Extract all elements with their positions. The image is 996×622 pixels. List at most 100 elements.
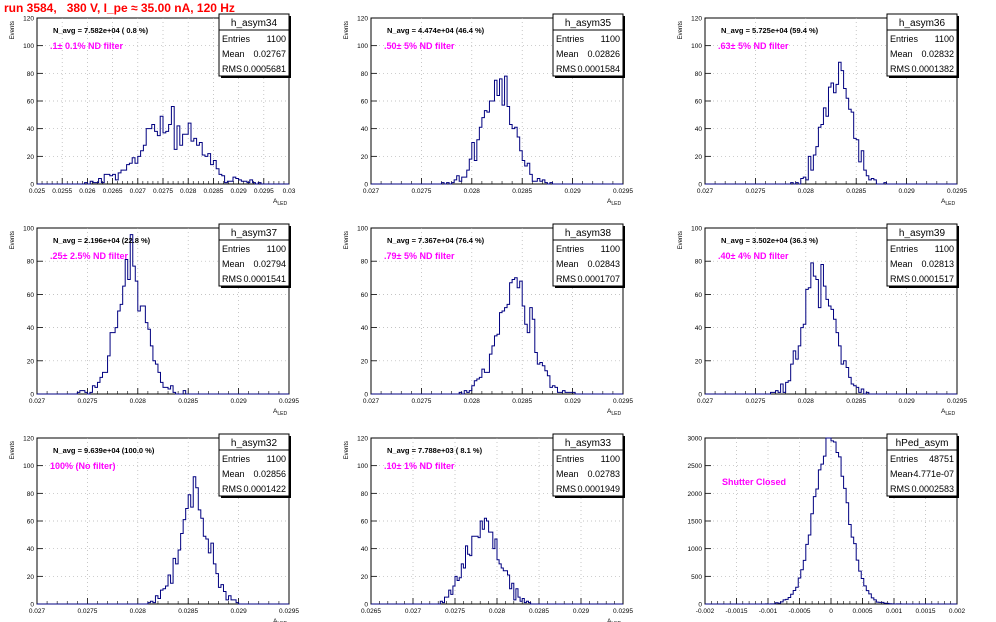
stat-label: Entries — [890, 34, 919, 44]
histogram-panel-h_asym36: 0.027 0.0275 0.028 0.0285 0.029 0.0295 0 20 40 60… — [678, 13, 967, 207]
y-tick-label: 100 — [357, 43, 368, 50]
stat-value: 1100 — [935, 34, 954, 44]
histogram-panel-h_asym34: 0.025 0.0255 0.026 0.0265 0.027 0.0275 0.028 0.… — [10, 13, 296, 207]
stat-label: Mean — [556, 49, 579, 59]
stat-label: Entries — [222, 34, 251, 44]
y-tick-label: 0 — [30, 602, 34, 609]
y-tick-label: 20 — [695, 358, 703, 365]
y-axis: 0 20 40 60 80 100 120 — [23, 16, 289, 189]
stats-box: h_asym34 Entries 1100 Mean 0.02767 RMS 0.00056… — [218, 13, 291, 78]
y-tick-label: 100 — [691, 226, 702, 233]
stats-box-frame — [218, 223, 290, 287]
histogram-panel-h_asym33: 0.0265 0.027 0.0275 0.028 0.0285 0.029 0.02950… — [344, 433, 633, 622]
stat-value: -4.771e-07 — [910, 469, 954, 479]
x-tick-label: 0.029 — [230, 608, 247, 615]
navg-label: N_avg = 7.788e+03 ( 8.1 %) — [387, 446, 483, 455]
histogram-line — [37, 106, 289, 185]
histogram-line — [37, 476, 289, 605]
histogram-line — [37, 234, 289, 395]
histogram-line — [371, 517, 623, 605]
stat-label: Mean — [890, 49, 913, 59]
x-axis: 0.025 0.0255 0.026 0.0265 0.027 0.0275 0.028 0.… — [29, 18, 296, 195]
navg-label: N_avg = 7.582e+04 ( 0.8 %) — [53, 26, 149, 35]
y-tick-label: 120 — [691, 16, 702, 23]
x-tick-label: 0.0275 — [745, 398, 765, 405]
x-tick-label: 0.001 — [886, 608, 903, 615]
x-axis-title: ALED — [607, 408, 621, 417]
x-tick-label: 0.026 — [79, 188, 96, 195]
histogram-name: h_asym38 — [565, 228, 612, 239]
x-tick-label: 0.027 — [29, 398, 46, 405]
navg-label: N_avg = 7.367e+04 (76.4 %) — [387, 236, 485, 245]
y-tick-label: 120 — [23, 16, 34, 23]
x-tick-label: 0.0255 — [52, 188, 72, 195]
stats-box-frame — [886, 433, 958, 497]
filter-label: Shutter Closed — [722, 477, 786, 487]
stat-label: Mean — [222, 469, 245, 479]
y-tick-label: 100 — [23, 226, 34, 233]
stat-label: RMS — [222, 484, 242, 494]
y-axis-title: Events — [344, 441, 350, 459]
stat-value: 0.0005681 — [243, 64, 286, 74]
y-tick-label: 20 — [27, 574, 35, 581]
y-tick-label: 0 — [698, 182, 702, 189]
stat-label: RMS — [890, 64, 910, 74]
x-tick-label: 0.0295 — [254, 188, 274, 195]
x-tick-label: 0.0295 — [279, 608, 299, 615]
histogram-name: h_asym35 — [565, 18, 612, 29]
stat-value: 0.0001707 — [577, 274, 620, 284]
x-tick-label: 0.0275 — [411, 188, 431, 195]
y-tick-label: 100 — [691, 43, 702, 50]
stats-box: h_asym37 Entries 1100 Mean 0.02794 RMS 0.00015… — [218, 223, 291, 288]
y-tick-label: 60 — [27, 292, 35, 299]
x-tick-label: 0.0295 — [947, 398, 967, 405]
stat-value: 0.02832 — [921, 49, 954, 59]
y-tick-label: 120 — [357, 16, 368, 23]
x-tick-label: 0.028 — [798, 398, 815, 405]
x-tick-label: 0.0275 — [153, 188, 173, 195]
stat-label: RMS — [222, 274, 242, 284]
histogram-line — [705, 262, 957, 395]
y-tick-label: 100 — [357, 226, 368, 233]
stat-label: Mean — [556, 259, 579, 269]
x-tick-label: 0.0295 — [613, 398, 633, 405]
x-axis-title: ALED — [607, 198, 621, 207]
y-tick-label: 40 — [27, 546, 35, 553]
y-tick-label: 40 — [361, 546, 369, 553]
stat-value: 0.02794 — [253, 259, 286, 269]
stat-label: Entries — [556, 244, 585, 254]
x-tick-label: 0.029 — [898, 188, 915, 195]
stat-value: 0.02856 — [253, 469, 286, 479]
histogram-name: h_asym36 — [899, 18, 946, 29]
x-tick-label: 0.0285 — [512, 188, 532, 195]
stat-label: RMS — [890, 274, 910, 284]
y-tick-label: 20 — [361, 358, 369, 365]
stat-value: 0.0001949 — [577, 484, 620, 494]
stat-value: 48751 — [929, 454, 954, 464]
histogram-name: h_asym37 — [231, 228, 278, 239]
x-tick-label: 0.0285 — [529, 608, 549, 615]
x-tick-label: 0.027 — [697, 398, 714, 405]
stat-value: 0.0001584 — [577, 64, 620, 74]
x-tick-label: 0 — [829, 608, 833, 615]
filter-label: .79± 5% ND filter — [384, 251, 455, 261]
x-tick-label: 0.029 — [573, 608, 590, 615]
stat-value: 1100 — [601, 34, 620, 44]
x-axis-title: ALED — [273, 198, 287, 207]
y-tick-label: 2500 — [688, 463, 703, 470]
x-tick-label: 0.0275 — [77, 608, 97, 615]
stat-label: Entries — [222, 244, 251, 254]
x-axis: -0.002 -0.0015 -0.001 -0.0005 0 0.0005 0.001 0.… — [696, 438, 966, 615]
stat-label: Mean — [890, 259, 913, 269]
x-tick-label: 0.027 — [29, 608, 46, 615]
y-tick-label: 0 — [364, 182, 368, 189]
stat-value: 0.02783 — [587, 469, 620, 479]
histogram-panel-h_asym35: 0.027 0.0275 0.028 0.0285 0.029 0.0295 0 20 40 60… — [344, 13, 633, 207]
histogram-panel-h_asym39: 0.027 0.0275 0.028 0.0285 0.029 0.0295 0 20 40 60… — [678, 223, 967, 417]
x-tick-label: 0.027 — [697, 188, 714, 195]
stat-label: Entries — [890, 244, 919, 254]
x-tick-label: 0.027 — [363, 398, 380, 405]
y-tick-label: 80 — [695, 259, 703, 266]
x-tick-label: 0.025 — [29, 188, 46, 195]
